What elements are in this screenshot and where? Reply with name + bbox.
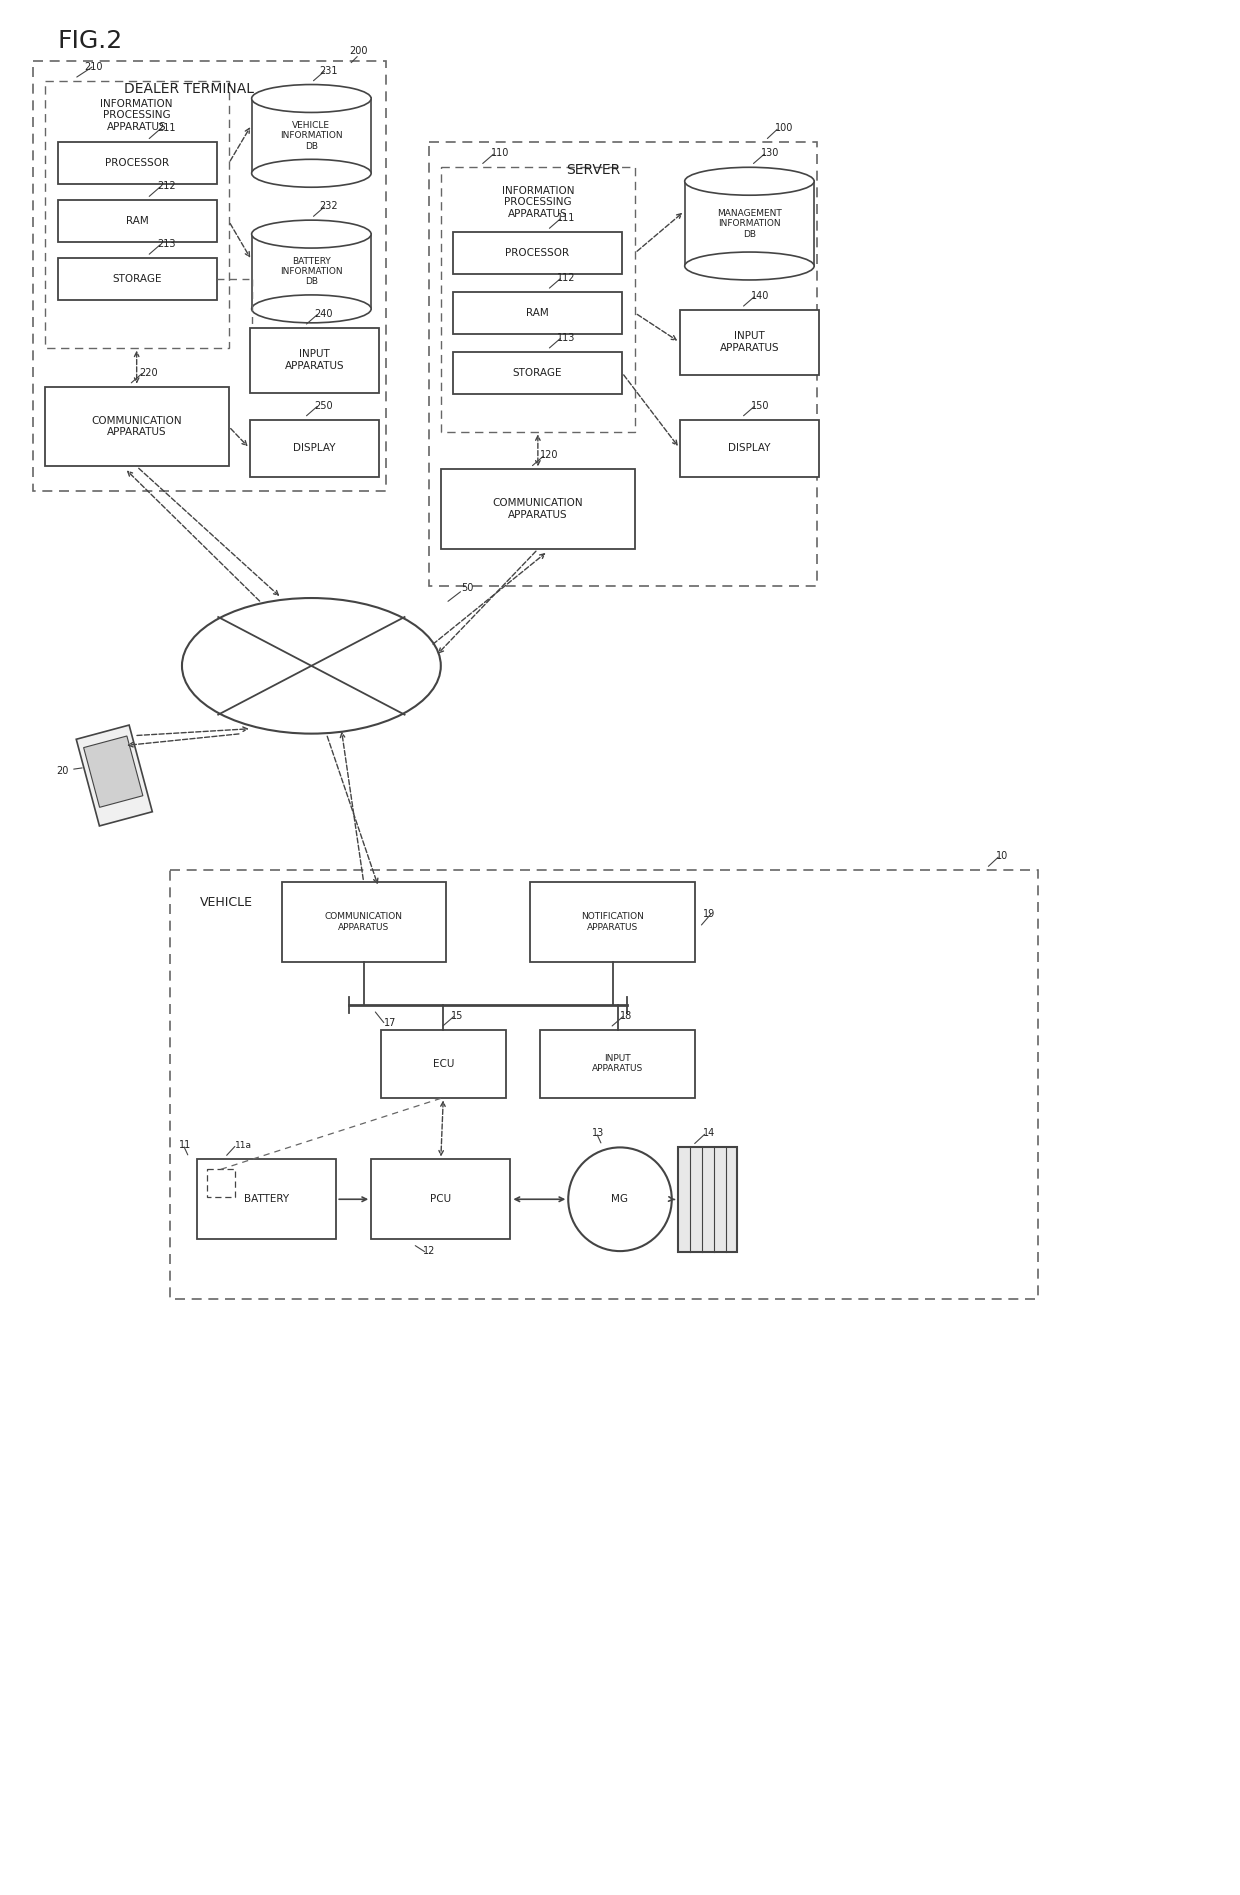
Text: 20: 20 — [57, 766, 69, 775]
Ellipse shape — [252, 296, 371, 322]
Ellipse shape — [252, 159, 371, 188]
Text: 112: 112 — [557, 273, 575, 282]
Ellipse shape — [252, 220, 371, 248]
Bar — [249, 419, 379, 478]
Text: 213: 213 — [157, 239, 176, 248]
Text: ECU: ECU — [433, 1059, 454, 1069]
Text: 211: 211 — [157, 123, 176, 133]
Bar — [32, 61, 386, 491]
Ellipse shape — [684, 252, 815, 280]
Text: STORAGE: STORAGE — [512, 368, 562, 377]
Text: 111: 111 — [557, 212, 575, 224]
Text: MANAGEMENT
INFORMATION
DB: MANAGEMENT INFORMATION DB — [717, 208, 781, 239]
Text: DISPLAY: DISPLAY — [728, 443, 771, 453]
Bar — [252, 235, 371, 309]
Bar — [680, 419, 820, 478]
Text: PROCESSOR: PROCESSOR — [105, 159, 169, 169]
Bar — [680, 311, 820, 375]
Text: 220: 220 — [139, 368, 157, 377]
Text: BATTERY
INFORMATION
DB: BATTERY INFORMATION DB — [280, 256, 342, 286]
Bar — [197, 1160, 336, 1239]
Bar — [45, 387, 228, 466]
Bar — [678, 1146, 738, 1253]
Text: INPUT
APPARATUS: INPUT APPARATUS — [719, 332, 779, 352]
Text: COMMUNICATION
APPARATUS: COMMUNICATION APPARATUS — [492, 498, 583, 519]
Text: 250: 250 — [315, 400, 334, 411]
Text: VEHICLE: VEHICLE — [200, 896, 253, 908]
Bar — [249, 328, 379, 392]
Text: 150: 150 — [751, 400, 770, 411]
Text: 231: 231 — [320, 66, 337, 76]
Bar — [684, 182, 815, 265]
Bar — [440, 167, 635, 432]
Bar — [57, 258, 217, 299]
Text: FIG.2: FIG.2 — [57, 28, 123, 53]
Text: 50: 50 — [461, 584, 474, 593]
Text: 210: 210 — [84, 63, 103, 72]
Bar — [453, 231, 622, 275]
Bar — [207, 1169, 234, 1198]
Bar — [281, 883, 446, 963]
Text: DEALER TERMINAL: DEALER TERMINAL — [124, 81, 254, 95]
Text: MG: MG — [611, 1194, 629, 1203]
Bar — [453, 292, 622, 334]
Bar — [76, 726, 153, 826]
Bar — [440, 470, 635, 550]
Text: COMMUNICATION
APPARATUS: COMMUNICATION APPARATUS — [92, 415, 182, 438]
Bar — [429, 142, 817, 586]
Text: 240: 240 — [315, 309, 332, 318]
Bar — [252, 99, 371, 172]
Text: PCU: PCU — [430, 1194, 451, 1203]
Text: 12: 12 — [423, 1247, 435, 1256]
Text: 140: 140 — [751, 292, 770, 301]
Text: INPUT
APPARATUS: INPUT APPARATUS — [284, 349, 345, 371]
Text: NOTIFICATION
APPARATUS: NOTIFICATION APPARATUS — [582, 911, 644, 932]
Text: 14: 14 — [703, 1128, 715, 1139]
Ellipse shape — [684, 167, 815, 195]
Bar — [45, 81, 228, 349]
Text: 13: 13 — [593, 1128, 604, 1139]
Text: RAM: RAM — [125, 216, 149, 226]
Bar — [170, 870, 1038, 1298]
Text: VEHICLE
INFORMATION
DB: VEHICLE INFORMATION DB — [280, 121, 342, 152]
Text: STORAGE: STORAGE — [113, 275, 162, 284]
Text: PROCESSOR: PROCESSOR — [506, 248, 569, 258]
Bar — [381, 1029, 506, 1097]
Circle shape — [568, 1146, 672, 1251]
Text: 17: 17 — [383, 1018, 396, 1027]
Bar — [83, 735, 143, 807]
Text: 120: 120 — [541, 451, 559, 460]
Text: 212: 212 — [157, 182, 176, 191]
Text: COMMUNICATION
APPARATUS: COMMUNICATION APPARATUS — [325, 911, 403, 932]
Bar — [57, 201, 217, 243]
Text: 18: 18 — [620, 1010, 632, 1021]
Ellipse shape — [252, 85, 371, 112]
Text: 11: 11 — [179, 1141, 191, 1150]
Ellipse shape — [182, 599, 440, 733]
Text: DISPLAY: DISPLAY — [293, 443, 336, 453]
Text: 10: 10 — [996, 851, 1008, 860]
Text: SERVER: SERVER — [565, 163, 620, 178]
Text: 19: 19 — [703, 910, 715, 919]
Text: 100: 100 — [775, 123, 794, 133]
Bar — [57, 142, 217, 184]
Text: 130: 130 — [761, 148, 780, 159]
Bar — [453, 352, 622, 394]
Text: BATTERY: BATTERY — [244, 1194, 289, 1203]
Bar — [541, 1029, 694, 1097]
Text: INFORMATION
PROCESSING
APPARATUS: INFORMATION PROCESSING APPARATUS — [100, 99, 172, 133]
Text: INFORMATION
PROCESSING
APPARATUS: INFORMATION PROCESSING APPARATUS — [502, 186, 574, 218]
Bar — [531, 883, 694, 963]
Text: RAM: RAM — [526, 307, 549, 318]
Text: 15: 15 — [451, 1010, 463, 1021]
Text: 11a: 11a — [234, 1141, 252, 1150]
Text: 232: 232 — [320, 201, 339, 210]
Text: 110: 110 — [491, 148, 508, 159]
Text: 113: 113 — [557, 334, 575, 343]
Bar — [371, 1160, 511, 1239]
Text: 200: 200 — [350, 45, 368, 55]
Text: INPUT
APPARATUS: INPUT APPARATUS — [591, 1054, 644, 1073]
